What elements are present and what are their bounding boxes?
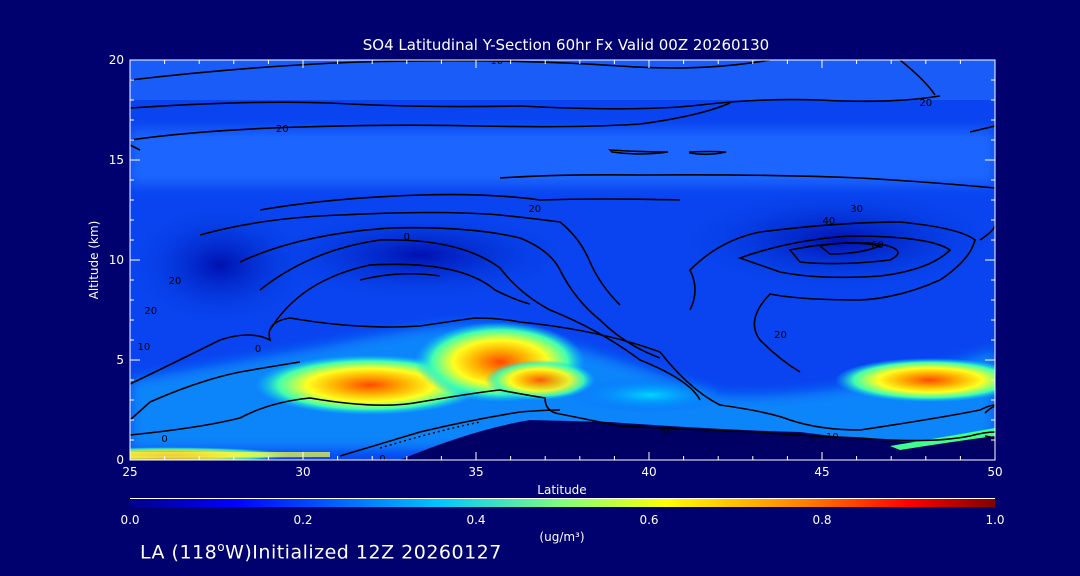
x-tick-label: 30 [295,465,310,479]
contour-label: 0 [161,434,167,445]
y-tick-label: 5 [116,353,124,367]
x-axis-label: Latitude [537,483,586,497]
y-axis-label: Altitude (km) [87,221,101,300]
colorbar-tick-label: 0.4 [466,513,485,527]
colorbar-tick-label: 0.2 [293,513,312,527]
contour-label: 10 [490,56,503,67]
contour-label: 20 [169,276,182,287]
y-tick-label: 10 [109,253,124,267]
footer-location: LA (118 [140,541,218,564]
run-info: LA (118oW)Initialized 12Z 20260127 [140,540,502,563]
y-tick-label: 20 [109,53,124,67]
x-tick-label: 25 [122,465,137,479]
contour-label: 30 [850,204,863,215]
x-tick-label: 50 [987,465,1002,479]
colorbar-tick-label: 0.0 [120,513,139,527]
contour-label: 10 [826,432,839,443]
degree-sign: o [217,540,226,554]
contour-label: 20 [528,204,541,215]
colorbar-tick-label: 0.8 [812,513,831,527]
colorbar-tick-label: 1.0 [985,513,1004,527]
contour-label: 40 [823,216,836,227]
contour-label: 20 [144,306,157,317]
plot-area: 0 0 0 0 0 10 10 20 20 20 20 20 20 30 40 60 10 [130,56,995,465]
contour-label: 0 [404,232,410,243]
colorbar [130,499,995,507]
contour-label: 10 [137,342,150,353]
contour-label: 20 [774,330,787,341]
colorbar-ticks: 0.0 0.2 0.4 0.6 0.8 1.0 [120,513,1004,527]
contour-label: 60 [871,240,884,251]
colorbar-label: (ug/m³) [539,530,584,544]
y-tick-label: 0 [116,453,124,467]
contour-label: 20 [919,98,932,109]
footer-rest: W)Initialized 12Z 20260127 [225,541,502,564]
contour-lines [130,60,995,457]
x-tick-label: 40 [641,465,656,479]
chart-title: SO4 Latitudinal Y-Section 60hr Fx Valid … [363,36,769,54]
x-tick-label: 35 [468,465,483,479]
contour-label: 20 [276,124,289,135]
axes: 25 30 35 40 45 50 0 5 10 15 20 [109,53,1003,479]
contour-labels: 0 0 0 0 0 10 10 20 20 20 20 20 20 30 40 60 10 [137,56,932,465]
contour-label: 0 [255,344,261,355]
contour-label: 0 [379,454,385,465]
contour-label: 0 [663,426,669,437]
x-tick-label: 45 [814,465,829,479]
y-tick-label: 15 [109,153,124,167]
colorbar-tick-label: 0.6 [639,513,658,527]
